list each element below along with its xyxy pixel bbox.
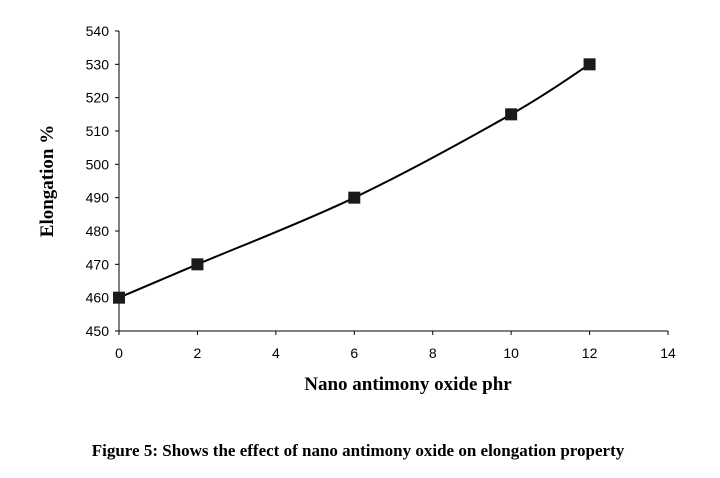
x-axis: 0 2 4 6 8 10 12 14 <box>115 330 676 361</box>
x-tick-label: 12 <box>582 345 598 361</box>
series-line <box>118 63 591 299</box>
x-tick-label: 8 <box>429 345 437 361</box>
y-tick-label: 540 <box>86 23 110 39</box>
data-point-marker <box>113 291 125 304</box>
y-tick-label: 510 <box>86 123 110 139</box>
y-tick-label: 490 <box>86 190 110 206</box>
y-axis: 450 460 470 480 490 500 510 520 530 540 <box>86 23 120 339</box>
x-tick-label: 10 <box>503 345 519 361</box>
y-tick-label: 520 <box>86 90 110 106</box>
y-tick-labels: 450 460 470 480 490 500 510 520 530 540 <box>86 23 119 339</box>
y-axis-title: Elongation % <box>37 125 58 237</box>
y-tick-label: 450 <box>86 323 110 339</box>
y-tick-label: 500 <box>86 156 110 172</box>
data-point-marker <box>505 108 518 121</box>
x-tick-label: 0 <box>115 345 123 361</box>
x-tick-label: 2 <box>194 345 202 361</box>
y-tick-label: 530 <box>86 56 110 72</box>
x-tick-label: 4 <box>272 345 280 361</box>
data-point-marker <box>191 258 204 271</box>
series-group <box>113 58 596 304</box>
x-axis-title: Nano antimony oxide phr <box>304 374 512 395</box>
y-tick-label: 480 <box>86 223 110 239</box>
y-tick-label: 460 <box>86 290 110 306</box>
x-tick-labels: 0 2 4 6 8 10 12 14 <box>115 331 676 361</box>
x-tick-label: 14 <box>660 345 676 361</box>
y-tick-label: 470 <box>86 256 110 272</box>
data-point-marker <box>583 58 596 71</box>
data-point-marker <box>348 191 361 204</box>
x-tick-label: 6 <box>350 345 358 361</box>
figure-caption: Figure 5: Shows the effect of nano antim… <box>92 441 625 460</box>
